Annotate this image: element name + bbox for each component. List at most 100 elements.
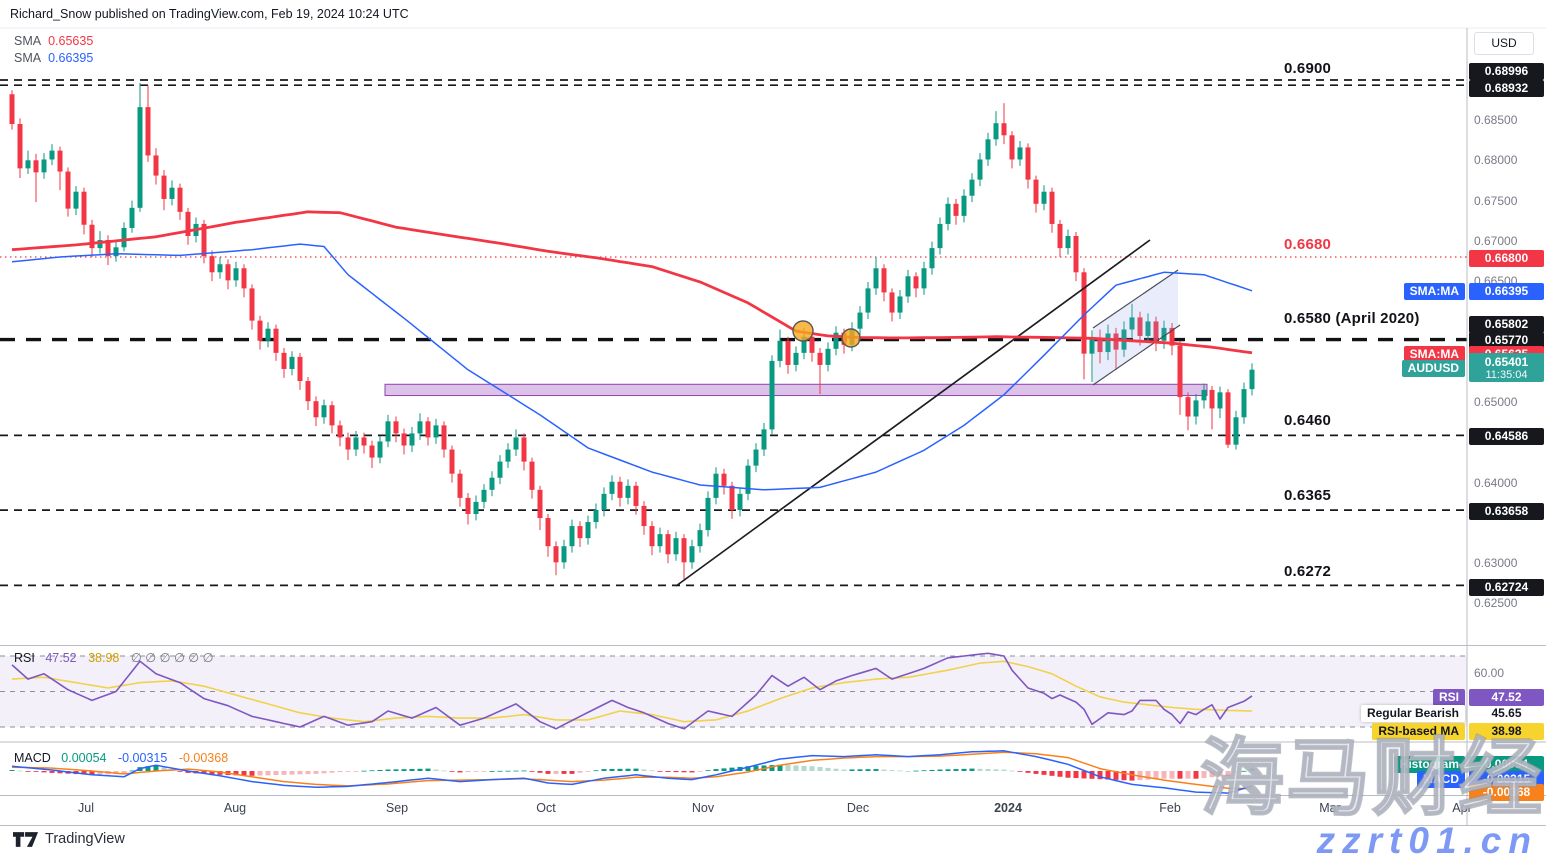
candle bbox=[329, 405, 335, 426]
macd-histogram-bar bbox=[1185, 771, 1191, 779]
time-axis-label: Dec bbox=[846, 801, 870, 815]
candle bbox=[1129, 317, 1135, 330]
candle bbox=[1177, 345, 1183, 398]
macd-histogram-bar bbox=[1233, 771, 1239, 774]
candle bbox=[481, 489, 487, 502]
price-scale[interactable]: 0.68500 0.68000 0.67500 0.67000 0.66500 0.650… bbox=[1467, 28, 1546, 795]
macd-histogram-bar bbox=[513, 770, 519, 772]
candle bbox=[489, 477, 495, 490]
macd-histogram-bar bbox=[1001, 769, 1007, 771]
price-scale-tick: 0.62500 bbox=[1474, 596, 1518, 611]
price-badge-value: -0.00368 bbox=[1482, 785, 1531, 799]
macd-histogram-bar bbox=[945, 769, 951, 771]
macd-histogram-bar bbox=[801, 765, 807, 771]
candle bbox=[521, 437, 527, 462]
macd-histogram-bar bbox=[745, 766, 751, 771]
price-level-label: 0.6365 bbox=[1284, 487, 1332, 504]
price-pane bbox=[0, 79, 1467, 587]
macd-histogram-bar bbox=[289, 771, 295, 775]
macd-histogram-bar bbox=[665, 771, 671, 772]
macd-histogram-bar bbox=[257, 771, 263, 776]
macd-histogram-bar bbox=[1129, 771, 1135, 781]
macd-histogram-bar bbox=[1033, 771, 1039, 774]
sma-legend-label: SMA bbox=[14, 34, 42, 48]
macd-histogram-bar bbox=[409, 768, 415, 771]
candle bbox=[689, 546, 695, 563]
candle bbox=[1057, 223, 1063, 249]
macd-histogram-bar bbox=[953, 769, 959, 771]
candle bbox=[585, 522, 591, 539]
candle bbox=[985, 139, 991, 160]
candle bbox=[497, 461, 503, 478]
macd-histogram-bar bbox=[201, 771, 207, 774]
candle bbox=[1065, 236, 1071, 249]
candle bbox=[513, 437, 519, 450]
price-badge-value: 47.52 bbox=[1491, 690, 1522, 704]
macd-histogram-bar bbox=[913, 770, 919, 772]
macd-histogram-bar bbox=[465, 771, 471, 773]
rsi-value: 47.52 bbox=[45, 651, 77, 665]
rsi-empty-args: ∅ ∅ ∅ ∅ ∅ ∅ bbox=[130, 651, 214, 665]
candle bbox=[505, 449, 511, 462]
candle bbox=[1081, 272, 1087, 354]
candle bbox=[1169, 327, 1175, 346]
flag-pattern-fill bbox=[1093, 270, 1178, 385]
macd-histogram-bar bbox=[817, 767, 823, 771]
macd-legend-label: MACD bbox=[14, 751, 51, 765]
currency-toggle-button[interactable]: USD bbox=[1474, 32, 1534, 55]
time-axis[interactable]: Jul Aug Sep Oct Nov Dec 2024 Feb Mar Apr bbox=[0, 795, 1472, 825]
sma-red-line bbox=[11, 210, 1253, 355]
price-scale-tick: 0.67000 bbox=[1474, 233, 1518, 248]
candle bbox=[953, 203, 959, 216]
macd-histogram-bar bbox=[17, 770, 23, 772]
price-scale-tick: 0.68000 bbox=[1474, 153, 1518, 168]
macd-histogram-bar bbox=[977, 768, 983, 771]
macd-histogram-bar bbox=[425, 768, 431, 771]
macd-histogram-bar bbox=[497, 770, 503, 772]
macd-histogram-bar bbox=[633, 768, 639, 771]
indicator-scale-tick: 60.00 bbox=[1474, 666, 1505, 680]
macd-histogram-bar bbox=[153, 765, 159, 771]
price-badge-value: 0.63658 bbox=[1484, 504, 1529, 518]
macd-histogram-bar bbox=[993, 769, 999, 771]
candle bbox=[625, 485, 631, 498]
macd-histogram-bar bbox=[361, 770, 367, 772]
candle bbox=[977, 159, 983, 180]
macd-histogram-bar bbox=[505, 770, 511, 772]
candle bbox=[1153, 321, 1159, 341]
time-axis-label: Apr bbox=[1452, 801, 1472, 815]
candle bbox=[937, 223, 943, 249]
candle bbox=[241, 268, 247, 289]
candle bbox=[1145, 321, 1151, 336]
macd-histogram-bar bbox=[457, 771, 463, 773]
macd-histogram-bar bbox=[1225, 771, 1231, 776]
candle bbox=[993, 123, 999, 140]
macd-histogram-bar bbox=[577, 771, 583, 773]
macd-signal-value: -0.00368 bbox=[178, 751, 229, 765]
candle bbox=[265, 328, 271, 341]
macd-histogram-bar bbox=[25, 771, 31, 772]
candle bbox=[401, 433, 407, 446]
tradingview-logo[interactable]: TradingView bbox=[13, 831, 125, 847]
macd-histogram-bar bbox=[305, 771, 311, 775]
candle bbox=[113, 247, 119, 257]
price-scale-tick: 0.65000 bbox=[1474, 394, 1518, 409]
macd-histogram-bar bbox=[489, 771, 495, 772]
macd-histogram-bar bbox=[1105, 771, 1111, 780]
macd-legend: MACD 0.00054 -0.00315 -0.00368 bbox=[14, 751, 236, 765]
candle bbox=[593, 509, 599, 523]
macd-histogram-bar bbox=[841, 769, 847, 771]
sma-legend-row-2: SMA 0.66395 bbox=[14, 51, 101, 65]
candle bbox=[617, 481, 623, 498]
price-badge-value: 0.65770 bbox=[1484, 333, 1529, 347]
macd-histogram-bar bbox=[353, 771, 359, 772]
macd-histogram-bar bbox=[593, 770, 599, 772]
candle bbox=[633, 485, 639, 506]
price-badge: 0.66395 bbox=[1469, 282, 1544, 300]
price-badge-value: 0.00054 bbox=[1484, 757, 1529, 771]
support-zone-band bbox=[384, 383, 1208, 397]
macd-histogram-bar bbox=[145, 766, 151, 771]
candle bbox=[1233, 417, 1239, 445]
macd-histogram-bar bbox=[921, 770, 927, 772]
